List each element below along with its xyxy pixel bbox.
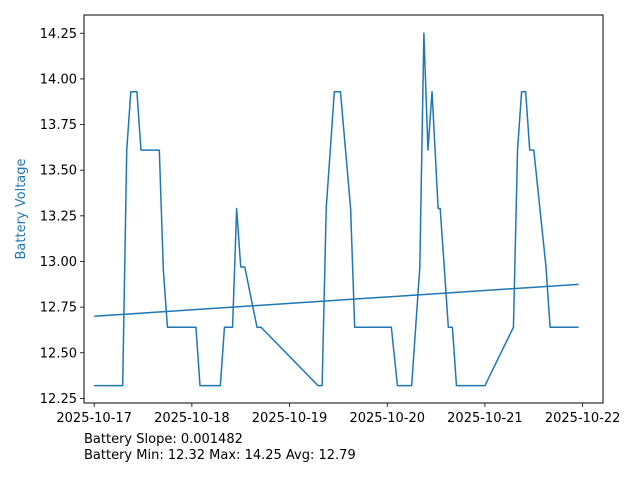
x-axis: 2025-10-17 2025-10-18 2025-10-19 2025-10-20… — [56, 403, 620, 426]
y-tick-label: 12.25 — [40, 392, 77, 407]
battery-slope-text: Battery Slope: 0.001482 — [84, 432, 243, 447]
plot-lines — [94, 32, 579, 387]
x-tick-label: 2025-10-17 — [56, 411, 132, 426]
y-tick-label: 13.25 — [40, 209, 77, 224]
x-tick-label: 2025-10-20 — [349, 411, 425, 426]
x-tick-label: 2025-10-22 — [545, 411, 621, 426]
y-tick-label: 12.75 — [40, 301, 77, 316]
y-axis-label: Battery Voltage — [14, 158, 29, 259]
y-tick-label: 13.75 — [40, 118, 77, 133]
x-tick-label: 2025-10-21 — [447, 411, 523, 426]
x-tick-label: 2025-10-18 — [154, 411, 230, 426]
y-tick-label: 13.50 — [40, 164, 77, 179]
plot-frame — [83, 14, 604, 404]
y-tick-label: 14.25 — [40, 27, 77, 42]
battery-stats-text: Battery Min: 12.32 Max: 14.25 Avg: 12.79 — [84, 448, 356, 463]
y-axis: 12.25 12.50 12.75 13.00 13.25 13.50 13.75 14.00… — [40, 27, 84, 407]
trend-line — [94, 283, 579, 318]
y-tick-label: 12.50 — [40, 346, 77, 361]
voltage-series-line — [94, 32, 579, 387]
y-tick-label: 14.00 — [40, 72, 77, 87]
y-tick-label: 13.00 — [40, 255, 77, 270]
x-tick-label: 2025-10-19 — [252, 411, 328, 426]
